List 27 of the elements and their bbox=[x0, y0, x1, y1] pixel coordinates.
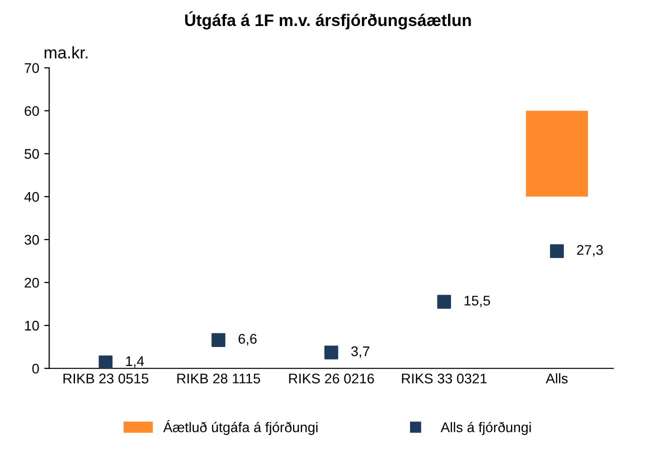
data-label: 3,7 bbox=[351, 346, 370, 358]
point bbox=[212, 333, 226, 347]
y-tick-label: 30 bbox=[24, 234, 39, 245]
point bbox=[324, 346, 338, 360]
data-label: 27,3 bbox=[577, 245, 603, 257]
y-tick-label: 50 bbox=[24, 149, 39, 159]
y-axis-title: ma.kr. bbox=[44, 46, 88, 58]
y-tick-label: 70 bbox=[24, 63, 39, 73]
x-tick-label: RIKS 33 0321 bbox=[402, 374, 487, 384]
x-tick-label: Alls bbox=[546, 373, 568, 384]
x-tick-label: RIKS 26 0216 bbox=[289, 374, 374, 384]
y-tick-label: 20 bbox=[24, 278, 39, 288]
legend-label: Áætluð útgáfa á fjórðungi bbox=[163, 420, 318, 435]
data-label: 15,5 bbox=[464, 296, 490, 308]
y-tick-label: 0 bbox=[32, 364, 39, 374]
legend-label: Alls á fjórðungi bbox=[440, 422, 531, 435]
x-tick-label: RIKB 28 1115 bbox=[177, 374, 260, 384]
chart-title: Útgáfa á 1F m.v. ársfjórðungsáætlun bbox=[185, 11, 471, 30]
y-tick-label: 10 bbox=[25, 320, 39, 331]
y-tick-label: 60 bbox=[24, 106, 39, 116]
point bbox=[550, 244, 564, 258]
data-label: 1,4 bbox=[126, 356, 144, 368]
point bbox=[437, 294, 452, 309]
data-label: 6,6 bbox=[238, 334, 257, 346]
x-tick-label: RIKB 23 0515 bbox=[64, 374, 148, 384]
y-tick-label: 40 bbox=[24, 192, 39, 202]
point bbox=[98, 355, 113, 368]
